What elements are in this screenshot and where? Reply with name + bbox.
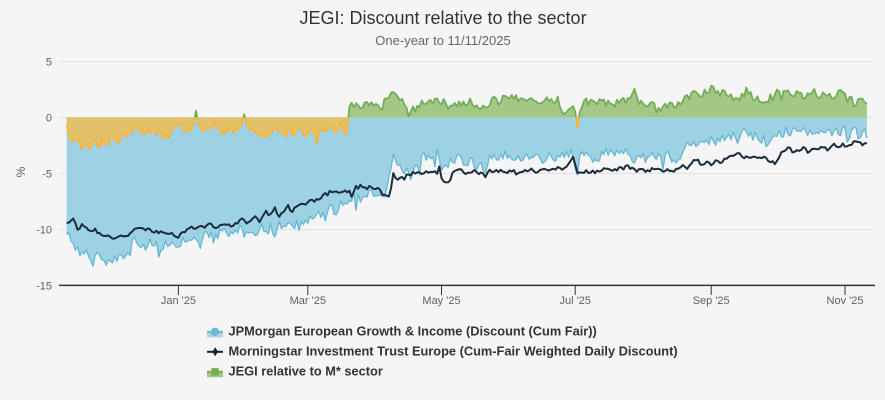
svg-text:Morningstar Investment Trust E: Morningstar Investment Trust Europe (Cum… [229, 344, 678, 359]
svg-text:Nov '25: Nov '25 [827, 295, 864, 307]
svg-text:Jan '25: Jan '25 [161, 295, 196, 307]
svg-text:JPMorgan European Growth & Inc: JPMorgan European Growth & Income (Disco… [229, 324, 597, 339]
svg-text:JEGI relative to M* sector: JEGI relative to M* sector [229, 364, 383, 379]
svg-text:-10: -10 [36, 224, 52, 236]
svg-text:May '25: May '25 [422, 295, 460, 307]
svg-text:-15: -15 [36, 280, 52, 292]
svg-text:%: % [14, 166, 28, 177]
svg-text:0: 0 [46, 112, 52, 124]
svg-text:-5: -5 [42, 168, 52, 180]
svg-text:JEGI: Discount relative to the: JEGI: Discount relative to the sector [299, 8, 586, 28]
svg-text:Mar '25: Mar '25 [290, 295, 326, 307]
svg-text:One-year to 11/11/2025: One-year to 11/11/2025 [375, 33, 510, 48]
svg-text:Sep '25: Sep '25 [693, 295, 730, 307]
svg-text:5: 5 [46, 56, 52, 68]
svg-text:Jul '25: Jul '25 [559, 295, 590, 307]
